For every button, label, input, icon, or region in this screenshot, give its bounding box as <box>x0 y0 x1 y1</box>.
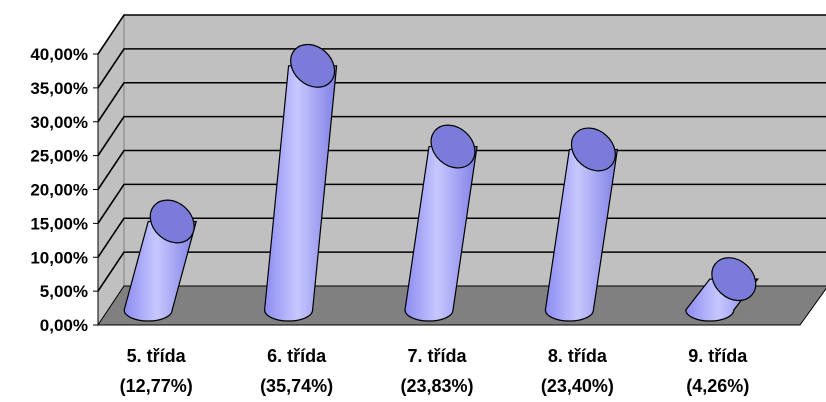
bar <box>123 199 197 322</box>
bar-body <box>404 145 478 322</box>
x-category-value-label: (23,83%) <box>400 376 473 396</box>
bar <box>685 257 760 322</box>
y-tick-label: 0,00% <box>40 316 88 335</box>
y-tick-label: 5,00% <box>40 282 88 301</box>
bar <box>263 43 338 322</box>
gridline <box>97 48 826 89</box>
y-tick-label: 30,00% <box>30 113 88 132</box>
bar-top <box>570 127 616 172</box>
bar <box>404 124 478 322</box>
bar-top <box>711 257 757 302</box>
x-category-label: 6. třída <box>267 346 327 366</box>
x-category-label: 8. třída <box>548 346 608 366</box>
y-axis-tick-labels: 0,00% 5,00% 10,00% 15,00% 20,00% 25,00% 30,00%… <box>30 45 88 335</box>
y-tick-label: 35,00% <box>30 79 88 98</box>
bar-body <box>263 65 338 322</box>
bar-body <box>544 148 619 322</box>
x-category-label: 5. třída <box>127 346 187 366</box>
x-category-value-label: (4,26%) <box>686 376 749 396</box>
axes <box>93 53 800 326</box>
gridline <box>97 115 826 157</box>
x-category-value-label: (23,40%) <box>541 376 614 396</box>
y-tick-label: 10,00% <box>30 248 88 267</box>
gridline <box>97 81 826 123</box>
x-category-value-label: (35,74%) <box>260 376 333 396</box>
x-axis-category-labels: 5. třída (12,77%) 6. třída (35,74%) 7. třída… <box>120 346 750 396</box>
x-category-value-label: (12,77%) <box>120 376 193 396</box>
gridline <box>97 14 826 55</box>
bar-top <box>149 199 195 244</box>
x-category-label: 9. třída <box>688 346 748 366</box>
bar-body <box>123 220 197 322</box>
y-tick-label: 25,00% <box>30 147 88 166</box>
bars <box>123 43 760 322</box>
y-tick-label: 40,00% <box>30 45 88 64</box>
y-tick-label: 20,00% <box>30 181 88 200</box>
x-category-label: 7. třída <box>407 346 467 366</box>
bar <box>544 127 619 322</box>
y-tick-label: 15,00% <box>30 214 88 233</box>
bar-top <box>430 124 476 169</box>
bar-top <box>290 43 336 88</box>
